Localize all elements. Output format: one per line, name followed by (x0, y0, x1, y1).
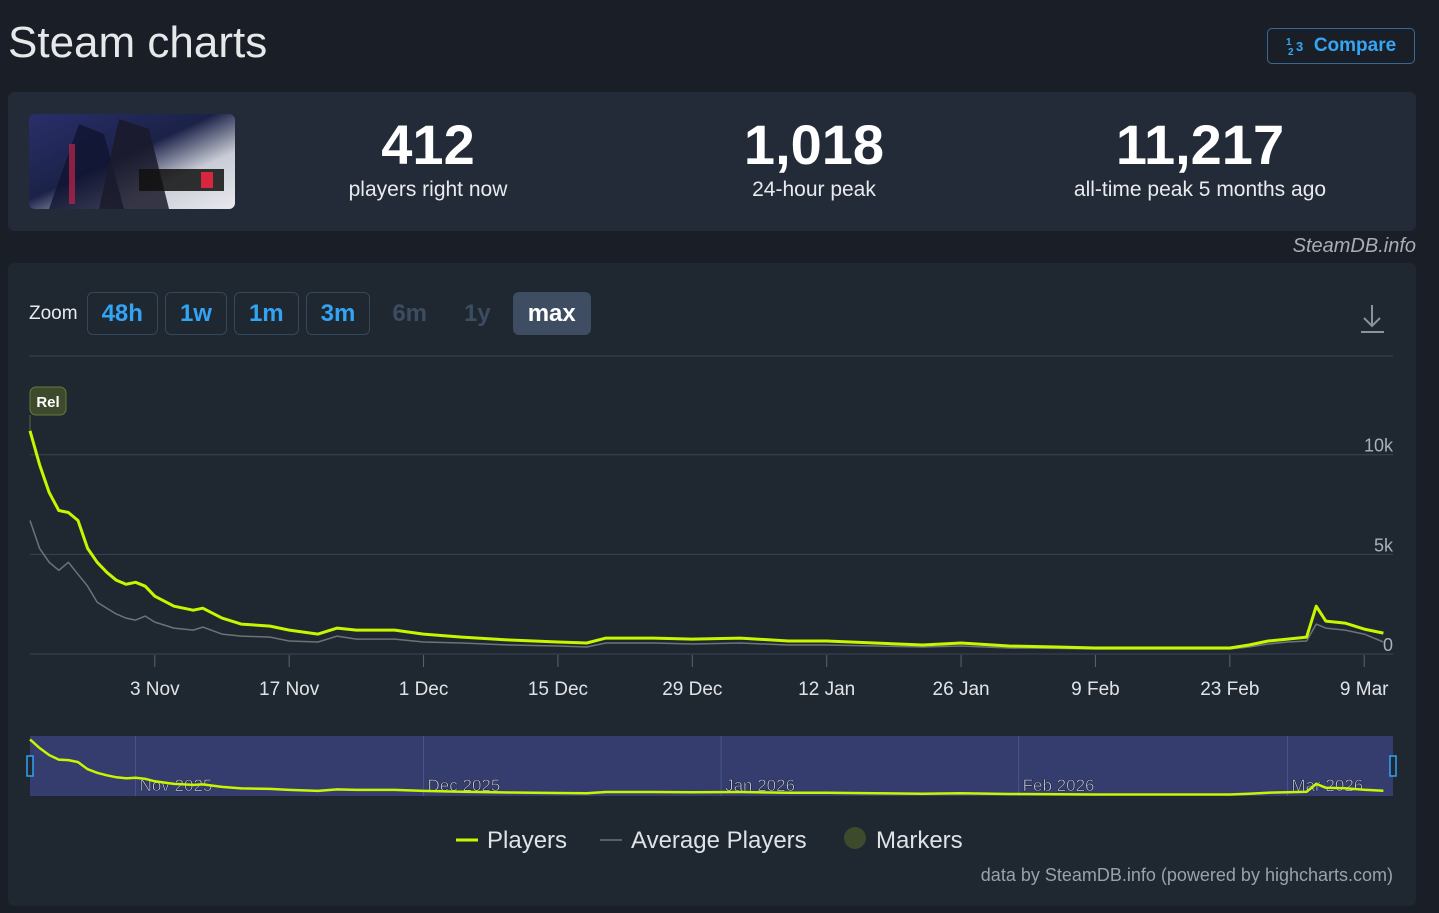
x-tick-label: 9 Feb (1071, 679, 1120, 700)
zoom-button: 6m (392, 299, 428, 327)
legend-label: Players (487, 827, 567, 854)
stat-value: 412 (381, 113, 475, 176)
x-tick-label: 3 Nov (130, 679, 180, 700)
marker-badge (29, 386, 67, 416)
chart-panel (8, 263, 1416, 906)
navigator-bg (30, 736, 1393, 796)
navigator-label: Jan 2026 (725, 776, 795, 795)
compare-label[interactable]: Compare (1313, 35, 1397, 56)
x-tick-label: 26 Jan (933, 679, 990, 700)
x-tick-label: 1 Dec (399, 679, 449, 700)
y-tick-label: 5k (1374, 535, 1394, 555)
stat-label: players right now (348, 178, 508, 201)
stat-value: 1,018 (743, 113, 885, 176)
stat-24h: 1,018 24-hour peak (634, 112, 994, 202)
thumbnail-art (29, 114, 235, 209)
y-tick-label: 10k (1364, 436, 1394, 456)
legend-label: Average Players (631, 827, 807, 854)
navigator-handle (26, 755, 34, 777)
source: SteamDB.info (1292, 235, 1416, 257)
zoom-button[interactable]: 48h (86, 292, 158, 335)
x-tick-label: 15 Dec (528, 679, 588, 700)
y-tick-label: 0 (1383, 635, 1393, 655)
legend-swatch (844, 827, 866, 849)
zoom-button[interactable]: max (512, 292, 591, 335)
page-title: Steam charts (8, 18, 268, 67)
stat-value: 11,217 (1115, 113, 1285, 176)
navigator-handle (1389, 755, 1397, 777)
stat-current: 412 players right now (248, 112, 608, 202)
navigator-label: Feb 2026 (1023, 776, 1095, 795)
zoom-button[interactable]: 1m (233, 292, 299, 335)
svg-text:2: 2 (1288, 47, 1294, 57)
zoom-label: Zoom (29, 302, 78, 324)
download-icon[interactable] (1361, 305, 1384, 333)
x-tick-label: 29 Dec (662, 679, 722, 700)
navigator-line (29, 738, 1384, 796)
average-line (29, 520, 1384, 650)
x-tick-label: 17 Nov (259, 679, 320, 700)
stat-alltime: 11,217 all-time peak 5 months ago (1020, 112, 1380, 202)
legend-label: Markers (876, 827, 963, 854)
compare-icon: 12 3 (1286, 37, 1303, 57)
players-line (28, 430, 1384, 650)
svg-text:3: 3 (1296, 39, 1303, 54)
stats-panel (8, 92, 1416, 231)
zoom-button[interactable]: 1w (164, 292, 227, 335)
credits: data by SteamDB.info (powered by highcha… (981, 865, 1393, 885)
x-tick-label: 12 Jan (798, 679, 855, 700)
zoom-row: Zoom 48h 1w 1m 3m 6m 1y max (29, 292, 591, 335)
zoom-button[interactable]: 3m (305, 292, 371, 335)
game-thumbnail (29, 114, 235, 209)
stat-label: 24-hour peak (752, 178, 876, 201)
x-tick-label: 9 Mar (1340, 679, 1389, 700)
svg-text:1: 1 (1286, 37, 1292, 48)
marker-label: Rel (36, 394, 59, 411)
zoom-button: 1y (464, 299, 491, 327)
x-tick-label: 23 Feb (1200, 679, 1259, 700)
stat-label: all-time peak 5 months ago (1073, 178, 1327, 201)
